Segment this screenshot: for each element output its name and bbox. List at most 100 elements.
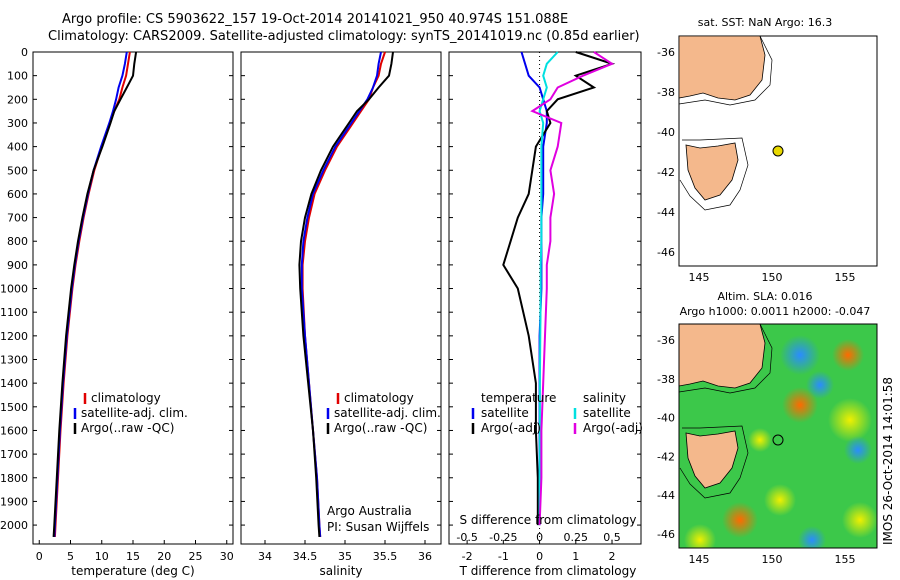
x-tick-label: 30: [220, 550, 234, 563]
x-tick-label: 0: [36, 550, 43, 563]
depth-tick-label: 1300: [0, 354, 28, 367]
legend-argo-s: Argo(..raw -QC): [334, 421, 427, 435]
map-lat-tick: -44: [657, 489, 675, 502]
temperature-plot-frame: [32, 51, 234, 545]
legend-temperature-head: temperature: [481, 391, 556, 405]
s-tick-label: 0.25: [564, 531, 589, 544]
depth-tick-label: 1500: [0, 401, 28, 414]
series-line: [502, 51, 616, 526]
legend-t-satellite: satellite: [481, 406, 529, 420]
x-tick-label: 34: [258, 550, 272, 563]
map-lon-tick: 150: [762, 553, 783, 566]
x-tick-label: 20: [157, 550, 171, 563]
map-lon-tick: 155: [835, 271, 856, 284]
depth-tick-label: 1100: [0, 306, 28, 319]
s-difference-label: S difference from climatology: [460, 513, 637, 527]
s-tick-label: 0.5: [603, 531, 621, 544]
depth-tick-label: 300: [7, 117, 28, 130]
depth-tick-label: 200: [7, 93, 28, 106]
figure-title-line2: Climatology: CARS2009. Satellite-adjuste…: [48, 29, 640, 44]
legend-t-argo: Argo(-adj): [481, 421, 541, 435]
map-lat-tick: -36: [657, 334, 675, 347]
map-lat-tick: -42: [657, 450, 675, 463]
temperature-xlabel: temperature (deg C): [71, 564, 194, 578]
depth-tick-label: 500: [7, 164, 28, 177]
series-line: [538, 51, 559, 526]
depth-tick-label: 0: [21, 46, 28, 59]
x-tick-label: 1: [572, 550, 579, 563]
annotation-argo-australia: Argo Australia: [327, 504, 412, 518]
x-tick-label: 25: [189, 550, 203, 563]
map-lat-tick: -38: [657, 86, 675, 99]
legend-climatology: climatology: [91, 391, 161, 405]
depth-tick-label: 100: [7, 70, 28, 83]
x-tick-label: 35: [338, 550, 352, 563]
sla-map: Altim. SLA: 0.016 Argo h1000: 0.0011 h20…: [657, 290, 878, 566]
x-tick-label: 15: [126, 550, 140, 563]
x-tick-label: 10: [95, 550, 109, 563]
temperature-legend: climatology satellite-adj. clim. Argo(..…: [73, 391, 188, 435]
map-lon-tick: 150: [762, 271, 783, 284]
legend-climatology-s: climatology: [344, 391, 414, 405]
salinity-legend: climatology satellite-adj. clim. Argo(..…: [326, 391, 441, 534]
argo-position-marker-sla: [772, 434, 784, 446]
depth-tick-label: 1400: [0, 377, 28, 390]
map-lat-tick: -46: [657, 528, 675, 541]
timestamp-stamp: IMOS 26-Oct-2014 14:01:58: [881, 377, 895, 545]
map-lon-tick: 155: [835, 553, 856, 566]
x-tick-label: 0: [536, 550, 543, 563]
sst-map: sat. SST: NaN Argo: 16.3 -36 -38 -40 -42 -44…: [657, 16, 878, 284]
series-line: [530, 51, 615, 526]
x-tick-label: -2: [462, 550, 473, 563]
x-tick-label: 35.5: [373, 550, 398, 563]
sla-map-title1: Altim. SLA: 0.016: [717, 290, 812, 303]
depth-tick-label: 2000: [0, 519, 28, 532]
map-lat-tick: -46: [657, 246, 675, 259]
depth-tick-label: 700: [7, 212, 28, 225]
difference-plot-frame: [448, 51, 642, 545]
x-tick-label: 36: [418, 550, 432, 563]
depth-tick-label: 1900: [0, 495, 28, 508]
x-tick-label: 5: [67, 550, 74, 563]
series-line: [52, 51, 138, 537]
legend-s-satellite: satellite: [583, 406, 631, 420]
legend-satellite-adj: satellite-adj. clim.: [81, 406, 188, 420]
x-tick-label: -1: [498, 550, 509, 563]
legend-satellite-adj-s: satellite-adj. clim.: [334, 406, 441, 420]
map-lat-tick: -40: [657, 412, 675, 425]
tasmania-shape: [685, 142, 739, 201]
x-tick-label: 34.5: [293, 550, 318, 563]
annotation-pi: PI: Susan Wijffels: [327, 520, 429, 534]
depth-tick-label: 900: [7, 259, 28, 272]
map-lat-tick: -44: [657, 206, 675, 219]
x-tick-label: 2: [609, 550, 616, 563]
map-lat-tick: -36: [657, 46, 675, 59]
map-lon-tick: 145: [689, 553, 710, 566]
depth-tick-label: 1700: [0, 448, 28, 461]
map-lon-tick: 145: [689, 271, 710, 284]
legend-s-argo: Argo(-adj): [583, 421, 643, 435]
series-line: [298, 51, 394, 537]
s-tick-label: 0: [536, 531, 543, 544]
depth-tick-label: 800: [7, 235, 28, 248]
depth-tick-label: 1800: [0, 472, 28, 485]
sla-map-title2: Argo h1000: 0.0011 h2000: -0.047: [680, 305, 871, 318]
sst-map-title: sat. SST: NaN Argo: 16.3: [698, 16, 832, 29]
mainland-australia-shape: [678, 35, 766, 101]
salinity-plot-frame: [240, 51, 442, 545]
depth-tick-label: 600: [7, 188, 28, 201]
s-tick-label: -0.25: [489, 531, 517, 544]
map-lat-tick: -38: [657, 373, 675, 386]
figure-title-line1: Argo profile: CS 5903622_157 19-Oct-2014…: [62, 12, 569, 27]
legend-argo: Argo(..raw -QC): [81, 421, 174, 435]
legend-salinity-head: salinity: [583, 391, 626, 405]
s-tick-label: -0.5: [456, 531, 477, 544]
t-difference-xlabel: T difference from climatology: [459, 564, 637, 578]
map-lat-tick: -40: [657, 126, 675, 139]
depth-tick-label: 400: [7, 141, 28, 154]
argo-position-marker: [772, 145, 784, 157]
depth-tick-label: 1200: [0, 330, 28, 343]
difference-legend: temperature satellite Argo(-adj) salinit…: [471, 391, 643, 435]
salinity-xlabel: salinity: [319, 564, 362, 578]
